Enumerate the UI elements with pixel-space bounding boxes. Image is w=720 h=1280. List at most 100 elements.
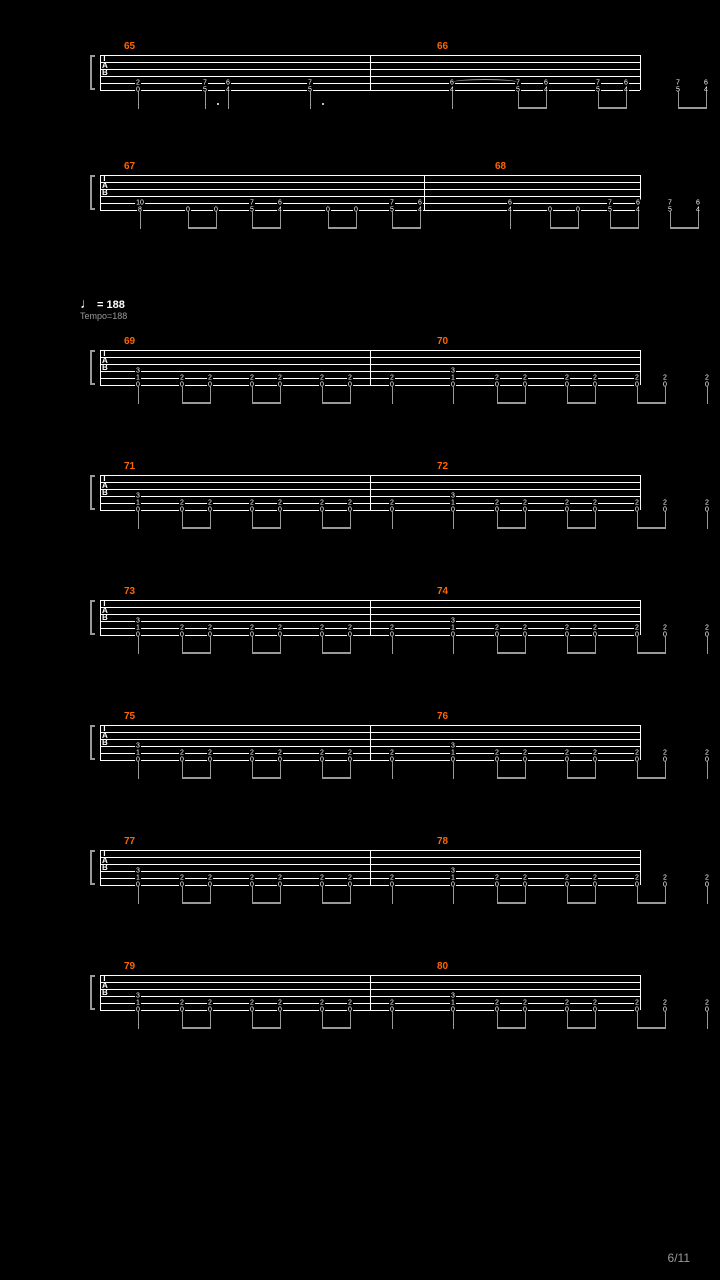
fret-number: 2 [592, 875, 598, 882]
staff-system: TAB7374310202020202020203102020202020202… [100, 600, 640, 635]
fret-number: 6 [417, 200, 423, 207]
fret-number: 2 [522, 750, 528, 757]
fret-number: 1 [450, 1000, 456, 1007]
barline [370, 975, 371, 1010]
fret-number: 2 [207, 625, 213, 632]
staff-system: TAB6970310202020202020203102020202020202… [100, 350, 640, 385]
barline [370, 725, 371, 760]
fret-number: 2 [704, 500, 710, 507]
fret-number: 7 [675, 80, 681, 87]
fret-number: 2 [494, 750, 500, 757]
barline [370, 600, 371, 635]
fret-number: 3 [135, 868, 141, 875]
barline [370, 850, 371, 885]
fret-number: 2 [389, 500, 395, 507]
fret-number: 6 [623, 80, 629, 87]
fret-number: 2 [704, 375, 710, 382]
fret-number: 2 [179, 625, 185, 632]
fret-number: 1 [450, 500, 456, 507]
fret-number: 3 [135, 493, 141, 500]
fret-number: 2 [179, 875, 185, 882]
fret-number: 2 [522, 375, 528, 382]
fret-number: 2 [522, 1000, 528, 1007]
fret-number: 2 [277, 750, 283, 757]
tie [452, 79, 518, 86]
fret-number: 2 [249, 375, 255, 382]
barline [640, 55, 641, 90]
fret-number: 2 [494, 1000, 500, 1007]
fret-number: 7 [595, 80, 601, 87]
fret-number: 2 [277, 875, 283, 882]
fret-number: 2 [634, 750, 640, 757]
barline [640, 725, 641, 760]
tab-clef: TAB [102, 350, 107, 371]
fret-number: 6 [507, 200, 513, 207]
system-bracket [90, 475, 95, 510]
fret-number: 2 [249, 500, 255, 507]
tempo-marking: ♩ = 188 Tempo=188 [80, 295, 127, 321]
staff-lines [100, 175, 640, 210]
fret-number: 2 [319, 1000, 325, 1007]
fret-number: 2 [347, 625, 353, 632]
fret-number: 2 [592, 750, 598, 757]
fret-number: 2 [662, 750, 668, 757]
fret-number: 1 [135, 500, 141, 507]
fret-number: 2 [319, 875, 325, 882]
fret-number: 2 [662, 875, 668, 882]
fret-number: 7 [307, 80, 313, 87]
barline [370, 55, 371, 90]
measure-number: 78 [437, 836, 448, 847]
fret-number: 2 [179, 375, 185, 382]
fret-number: 2 [249, 625, 255, 632]
fret-number: 2 [634, 875, 640, 882]
fret-number: 2 [277, 1000, 283, 1007]
fret-number: 2 [207, 875, 213, 882]
fret-number: 6 [225, 80, 231, 87]
fret-number: 2 [347, 750, 353, 757]
fret-number: 2 [277, 625, 283, 632]
fret-number: 1 [135, 375, 141, 382]
fret-number: 3 [450, 493, 456, 500]
fret-number: 2 [249, 875, 255, 882]
barline [640, 850, 641, 885]
fret-number: 2 [522, 875, 528, 882]
fret-number: 3 [450, 368, 456, 375]
fret-number: 2 [347, 375, 353, 382]
fret-number: 2 [179, 1000, 185, 1007]
fret-number: 2 [564, 375, 570, 382]
fret-number: 2 [564, 500, 570, 507]
measure-number: 67 [124, 161, 135, 172]
fret-number: 6 [703, 80, 709, 87]
measure-number: 79 [124, 961, 135, 972]
fret-number: 2 [704, 625, 710, 632]
fret-number: 2 [277, 500, 283, 507]
fret-number: 7 [607, 200, 613, 207]
tab-clef: TAB [102, 475, 107, 496]
system-bracket [90, 850, 95, 885]
fret-number: 2 [389, 625, 395, 632]
measure-number: 70 [437, 336, 448, 347]
fret-number: 2 [347, 875, 353, 882]
measure-number: 74 [437, 586, 448, 597]
fret-number: 2 [319, 500, 325, 507]
fret-number: 2 [704, 1000, 710, 1007]
fret-number: 2 [277, 375, 283, 382]
fret-number: 2 [494, 625, 500, 632]
barline [424, 175, 425, 210]
fret-number: 1 [450, 375, 456, 382]
fret-number: 6 [635, 200, 641, 207]
fret-number: 1 [135, 625, 141, 632]
fret-number: 10 [135, 200, 145, 207]
measure-number: 72 [437, 461, 448, 472]
measure-number: 65 [124, 41, 135, 52]
fret-number: 1 [135, 750, 141, 757]
fret-number: 2 [704, 750, 710, 757]
fret-number: 2 [179, 500, 185, 507]
fret-number: 3 [135, 743, 141, 750]
fret-number: 2 [347, 500, 353, 507]
fret-number: 2 [207, 500, 213, 507]
fret-number: 2 [249, 750, 255, 757]
fret-number: 3 [135, 618, 141, 625]
fret-number: 2 [634, 1000, 640, 1007]
fret-number: 1 [450, 625, 456, 632]
